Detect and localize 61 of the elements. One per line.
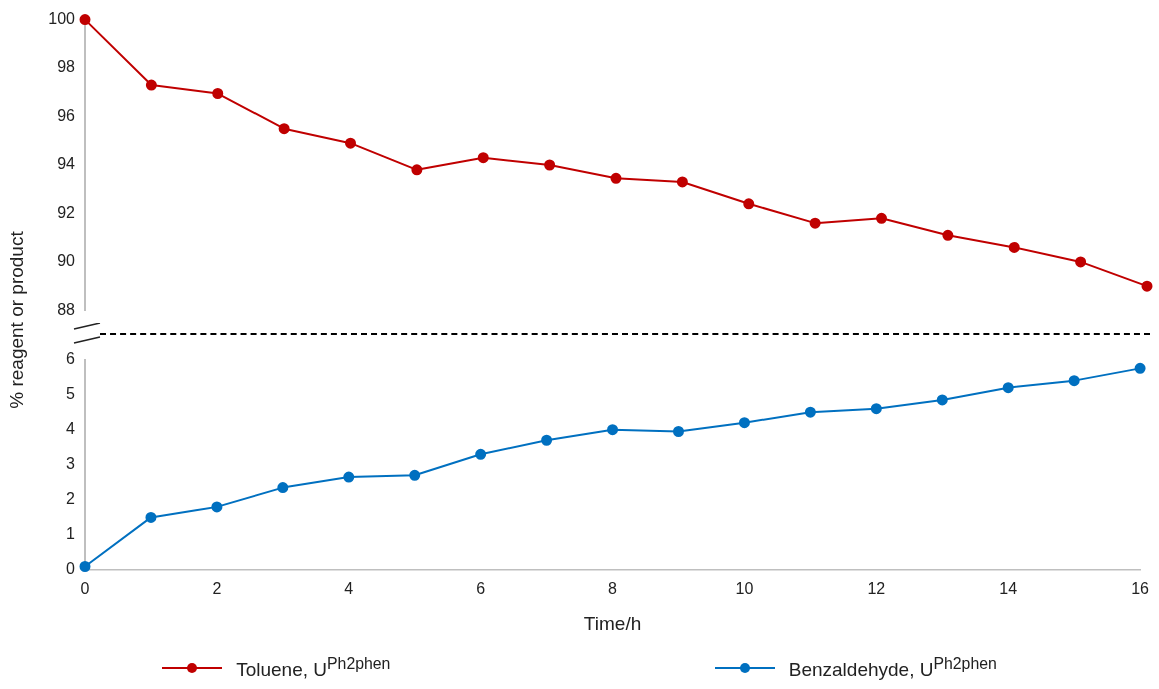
point	[212, 88, 224, 100]
y-tick-label: 4	[66, 420, 76, 438]
point	[676, 176, 688, 188]
point	[809, 217, 821, 229]
x-tick-label: 4	[344, 580, 354, 598]
y-tick-label: 100	[48, 10, 76, 28]
point	[345, 137, 356, 149]
y-tick-label: 0	[66, 560, 76, 578]
y-axis-title: % reagent or product	[6, 231, 28, 409]
x-tick-label: 0	[80, 580, 90, 598]
x-tick-label: 2	[212, 580, 222, 598]
point	[343, 471, 355, 483]
x-tick-label: 14	[999, 580, 1018, 598]
point	[1134, 362, 1146, 374]
point	[278, 123, 290, 135]
point	[1002, 382, 1014, 394]
point	[1075, 256, 1087, 268]
y-tick-label: 2	[66, 490, 76, 508]
y-tick-label: 96	[57, 106, 76, 124]
x-tick-label: 10	[735, 580, 754, 598]
point	[804, 406, 816, 418]
y-tick-label: 88	[57, 300, 76, 318]
point	[1068, 375, 1080, 387]
point	[1008, 241, 1020, 253]
point	[145, 79, 157, 91]
x-tick-label: 8	[608, 580, 618, 598]
y-tick-label: 1	[66, 525, 76, 543]
point	[79, 14, 91, 26]
point	[145, 511, 157, 523]
point	[936, 394, 948, 406]
y-tick-label: 3	[66, 455, 76, 473]
point	[942, 229, 954, 241]
x-axis-title: Time/h	[583, 612, 642, 634]
point	[409, 469, 421, 481]
point	[475, 448, 487, 460]
y-tick-label: 94	[57, 155, 76, 173]
point	[870, 403, 882, 415]
point	[411, 164, 423, 176]
point	[544, 159, 556, 171]
legend-label: Benzaldehyde, U$^{Ph2phen}$	[788, 654, 997, 682]
point	[541, 434, 553, 446]
y-tick-label: 6	[66, 350, 76, 368]
y-tick-label: 92	[57, 203, 76, 221]
point	[1141, 280, 1153, 292]
x-tick-label: 16	[1131, 580, 1150, 598]
point	[738, 417, 750, 429]
y-tick-label: 5	[66, 385, 76, 403]
y-tick-label: 90	[57, 252, 76, 270]
point	[211, 501, 223, 513]
x-tick-label: 6	[476, 580, 486, 598]
point	[876, 212, 887, 224]
point	[610, 172, 622, 184]
y-tick-label: 98	[57, 58, 76, 76]
point	[743, 198, 755, 210]
point	[607, 424, 619, 436]
point	[79, 560, 91, 572]
point	[277, 482, 289, 494]
x-tick-label: 12	[867, 580, 886, 598]
point	[477, 152, 489, 164]
legend-label: Toluene, U$^{Ph2phen}$	[236, 654, 391, 682]
point	[673, 425, 684, 437]
